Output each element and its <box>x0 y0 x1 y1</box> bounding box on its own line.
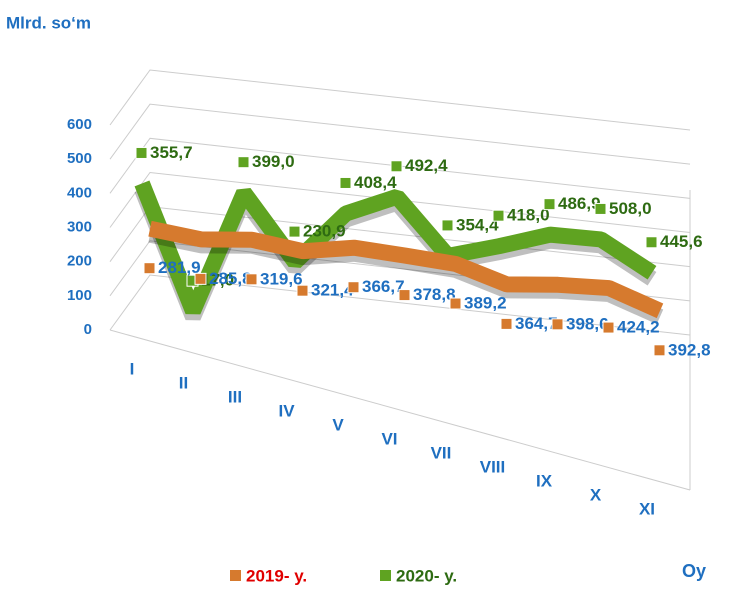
marker <box>194 272 207 285</box>
y-tick-label: 200 <box>67 253 92 270</box>
value-label: 408,4 <box>354 173 397 192</box>
floor-edge <box>109 329 691 491</box>
x-tick-label: IV <box>278 401 295 420</box>
grid-line <box>109 69 691 131</box>
marker <box>135 146 148 159</box>
marker <box>645 236 658 249</box>
value-label: 285,8 <box>209 269 252 288</box>
legend-label: 2019- y. <box>246 566 307 585</box>
marker <box>551 318 564 331</box>
y-tick-label: 600 <box>67 116 92 133</box>
legend-marker <box>380 570 391 581</box>
grid-line <box>109 274 691 336</box>
value-label: 392,8 <box>668 340 711 359</box>
marker <box>500 317 513 330</box>
series-line <box>148 220 664 319</box>
x-tick-label: II <box>179 373 188 392</box>
value-label: 355,7 <box>150 143 193 162</box>
x-tick-label: X <box>590 485 602 504</box>
x-tick-label: VII <box>431 443 452 462</box>
y-unit-label: Mlrd. so‘m <box>6 13 91 32</box>
value-label: 354,4 <box>456 215 499 234</box>
marker <box>449 297 462 310</box>
x-tick-label: IX <box>536 471 553 490</box>
marker <box>296 284 309 297</box>
marker <box>390 160 403 173</box>
marker <box>602 321 615 334</box>
marker <box>594 202 607 215</box>
value-label: 366,7 <box>362 277 405 296</box>
value-label: 399,0 <box>252 152 295 171</box>
y-tick-label: 500 <box>67 150 92 167</box>
value-label: 230,9 <box>303 222 346 241</box>
marker <box>543 198 556 211</box>
x-axis-label: Oy <box>682 561 706 581</box>
y-tick-label: 300 <box>67 218 92 235</box>
x-tick-label: VIII <box>480 457 506 476</box>
marker <box>245 273 258 286</box>
x-tick-label: XI <box>639 499 655 518</box>
value-label: 424,2 <box>617 318 660 337</box>
marker <box>492 209 505 222</box>
marker <box>339 176 352 189</box>
marker <box>653 344 666 357</box>
y-tick-label: 100 <box>67 287 92 304</box>
value-label: 418,0 <box>507 206 550 225</box>
marker <box>143 262 156 275</box>
y-tick-label: 0 <box>84 321 92 338</box>
value-label: 486,9 <box>558 194 601 213</box>
value-label: 508,0 <box>609 199 652 218</box>
value-label: 17,0 <box>201 271 234 290</box>
marker <box>237 156 250 169</box>
value-label: 389,2 <box>464 294 507 313</box>
y-tick-label: 400 <box>67 184 92 201</box>
marker <box>288 225 301 238</box>
value-label: 281,9 <box>158 258 201 277</box>
marker <box>347 281 360 294</box>
value-label: 321,4 <box>311 281 354 300</box>
x-tick-label: VI <box>381 429 397 448</box>
legend-label: 2020- y. <box>396 566 457 585</box>
marker <box>398 289 411 302</box>
grid-line <box>109 103 691 165</box>
value-label: 378,8 <box>413 285 456 304</box>
x-tick-label: III <box>228 387 242 406</box>
value-label: 492,4 <box>405 156 448 175</box>
legend-marker <box>230 570 241 581</box>
grid-line <box>109 137 691 199</box>
x-tick-label: I <box>130 359 135 378</box>
value-label: 445,6 <box>660 232 703 251</box>
grid-line <box>109 171 691 233</box>
value-label: 319,6 <box>260 269 303 288</box>
value-label: 364,7 <box>515 314 558 333</box>
marker <box>441 219 454 232</box>
x-tick-label: V <box>332 415 344 434</box>
value-label: 398,6 <box>566 314 609 333</box>
